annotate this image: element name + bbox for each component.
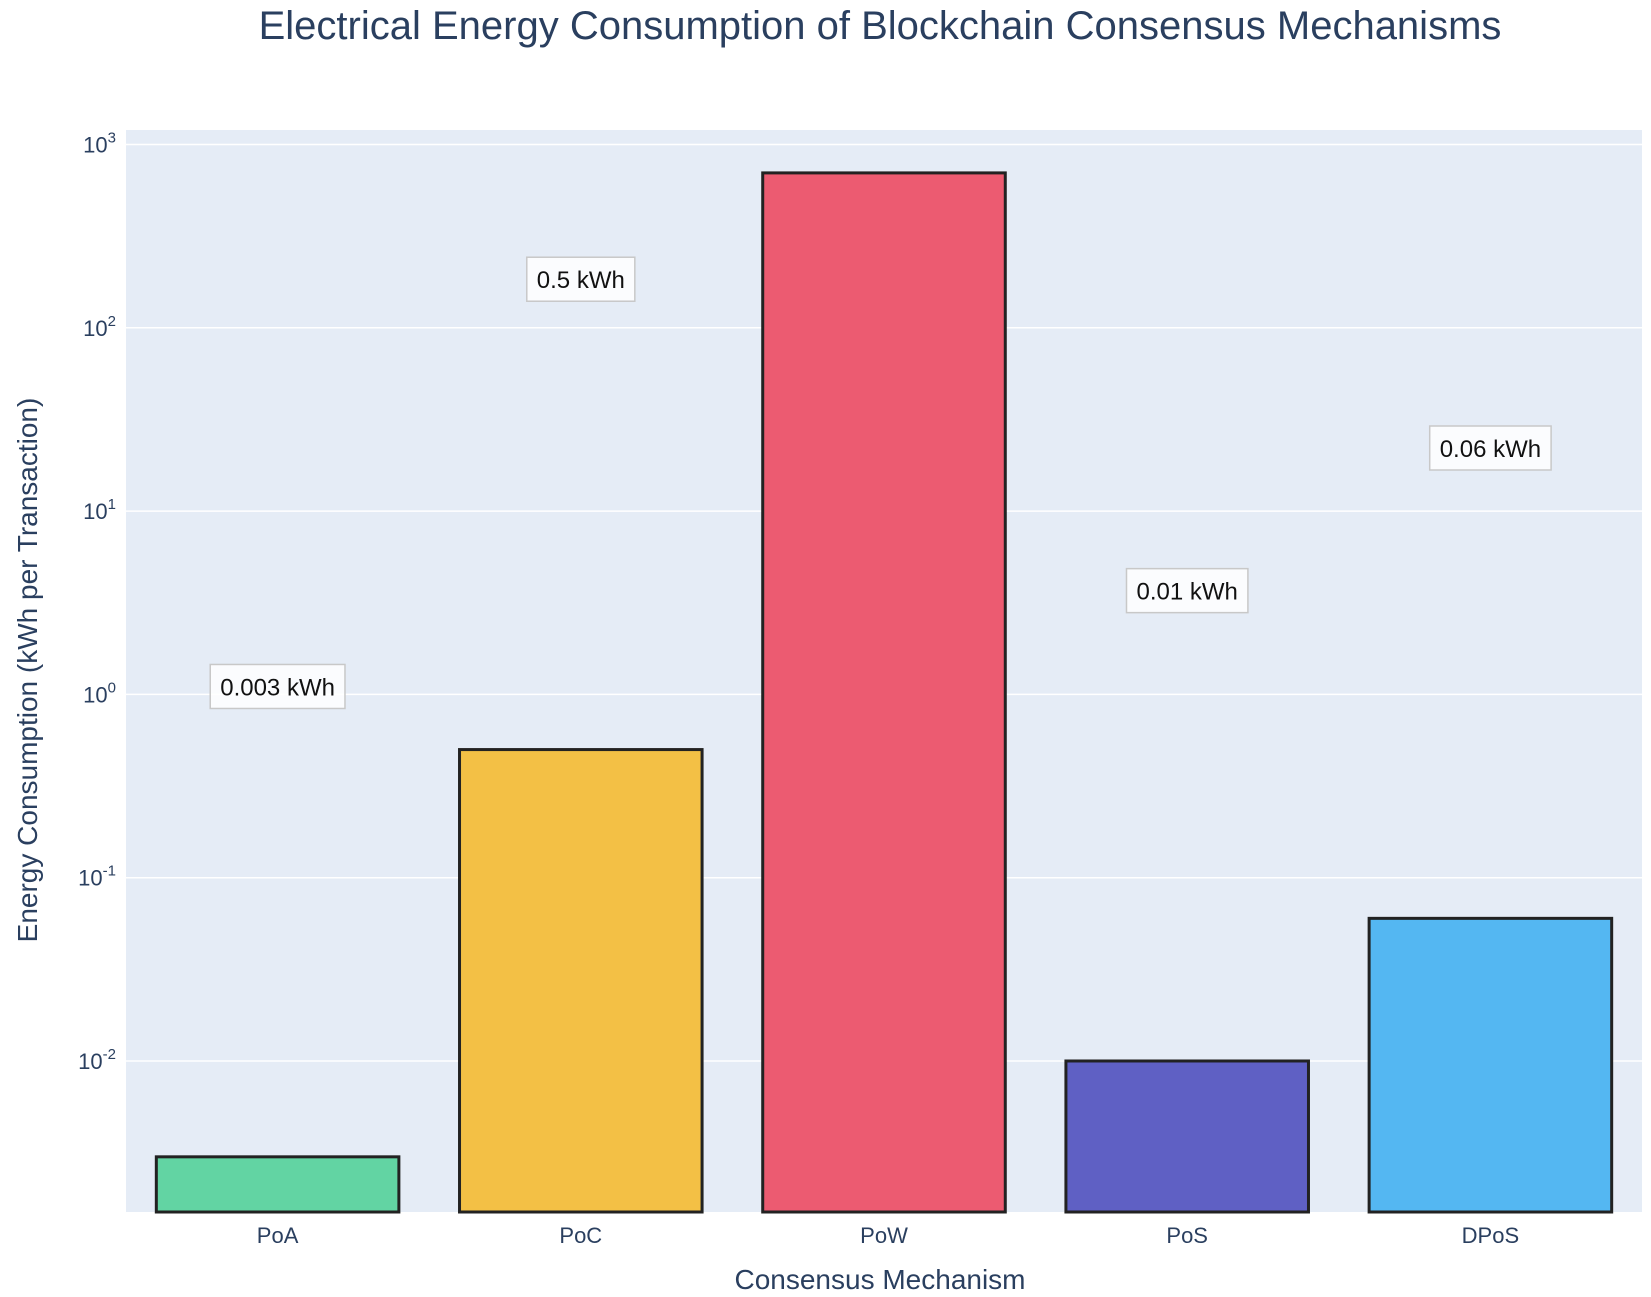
annotation-label: 0.06 kWh	[1440, 436, 1541, 463]
annotation-label: 0.01 kWh	[1137, 579, 1238, 606]
y-tick-base: 10	[78, 1049, 102, 1074]
annotation-poa: 0.003 kWh	[209, 663, 346, 710]
y-tick-base: 10	[83, 682, 107, 707]
bar-dpos	[1367, 916, 1614, 1214]
annotation-box	[209, 663, 346, 710]
annotation-poc: 0.5 kWh	[526, 256, 636, 302]
y-tick-label: 102	[83, 313, 116, 341]
y-tick-label: 10-1	[78, 863, 116, 891]
x-axis-title: Consensus Mechanism	[734, 1264, 1025, 1295]
x-tick-label: PoA	[257, 1223, 299, 1248]
bar-poc	[458, 748, 704, 1214]
y-tick-exponent: 3	[108, 130, 116, 147]
bar-pos	[1064, 1059, 1310, 1214]
y-tick-label: 100	[83, 679, 116, 707]
annotation-dpos: 0.06 kWh	[1428, 425, 1552, 471]
bars	[154, 171, 1614, 1214]
y-tick-label: 10-2	[78, 1046, 116, 1074]
annotation-box	[1428, 425, 1552, 471]
annotation-box	[1125, 567, 1249, 614]
y-tick-base: 10	[78, 866, 102, 891]
annotation-box	[526, 256, 636, 302]
x-tick-label: PoW	[860, 1223, 908, 1248]
bar-poa	[154, 1155, 401, 1214]
annotation-pos: 0.01 kWh	[1125, 567, 1249, 614]
bar-pow	[761, 171, 1007, 1214]
y-axis-title: Energy Consumption (kWh per Transaction)	[12, 398, 43, 943]
chart-title: Electrical Energy Consumption of Blockch…	[259, 4, 1502, 48]
y-tick-base: 10	[83, 133, 107, 158]
y-tick-exponent: 0	[108, 679, 116, 696]
y-tick-exponent: -1	[103, 863, 116, 880]
annotation-label: 0.5 kWh	[537, 267, 625, 294]
x-axis-ticks: PoA PoC PoW PoS DPoS	[257, 1223, 1519, 1248]
y-tick-base: 10	[83, 316, 107, 341]
x-tick-label: DPoS	[1462, 1223, 1519, 1248]
x-tick-label: PoS	[1166, 1223, 1208, 1248]
y-tick-label: 103	[83, 130, 116, 158]
x-tick-label: PoC	[559, 1223, 602, 1248]
y-tick-base: 10	[83, 499, 107, 524]
annotation-label: 0.003 kWh	[220, 674, 335, 701]
y-tick-exponent: 1	[108, 496, 116, 513]
y-tick-exponent: 2	[108, 313, 116, 330]
annotations: 0.003 kWh 0.5 kWh 0.01 kWh 0.06 kWh	[209, 256, 1552, 710]
y-tick-label: 101	[83, 496, 116, 524]
y-tick-exponent: -2	[103, 1046, 116, 1063]
